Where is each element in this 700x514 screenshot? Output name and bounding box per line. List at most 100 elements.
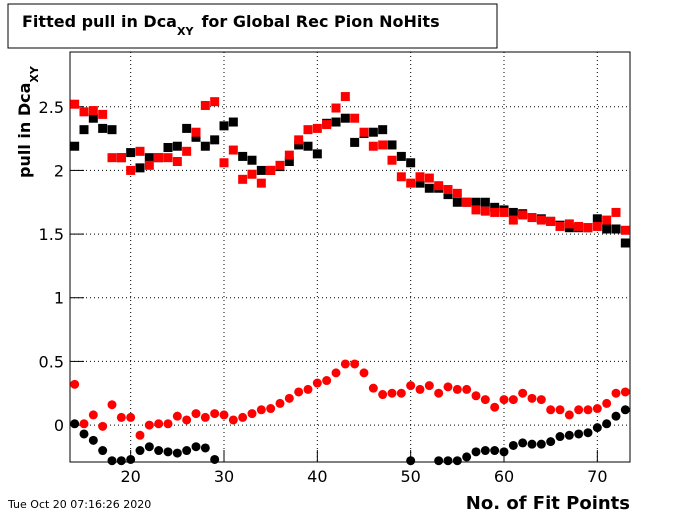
data-point [238, 151, 248, 161]
data-point [331, 103, 341, 113]
data-point [350, 359, 360, 369]
data-point [592, 404, 602, 414]
data-point [527, 213, 537, 223]
data-point [611, 224, 621, 234]
data-point [191, 409, 201, 419]
y-tick-label: 0 [54, 416, 64, 435]
data-point [210, 97, 220, 107]
data-point [79, 107, 89, 117]
data-point [79, 125, 89, 135]
data-point [471, 447, 481, 457]
y-tick-label: 1.5 [39, 225, 64, 244]
data-point [284, 393, 294, 403]
data-point [424, 183, 434, 193]
data-point [340, 113, 350, 123]
data-point [387, 155, 397, 165]
data-point [499, 207, 509, 217]
data-point [602, 224, 612, 234]
data-point [536, 395, 546, 405]
data-point [480, 446, 490, 456]
data-point [452, 456, 462, 466]
data-point [508, 215, 518, 225]
data-point [480, 197, 490, 207]
chart-title: Fitted pull in DcaXY for Global Rec Pion … [22, 12, 440, 38]
title-rest: for Global Rec Pion NoHits [201, 12, 439, 31]
data-point [583, 405, 593, 415]
data-point [462, 384, 472, 394]
data-point [555, 405, 565, 415]
data-point [378, 390, 388, 400]
data-point [219, 410, 229, 420]
data-point [116, 153, 126, 163]
data-point [406, 381, 416, 391]
data-point [396, 172, 406, 182]
data-point [275, 398, 285, 408]
data-point [88, 113, 98, 123]
data-point [210, 135, 220, 145]
data-point [415, 172, 425, 182]
data-point [98, 446, 108, 456]
data-point [490, 402, 500, 412]
x-axis-label: No. of Fit Points [466, 493, 630, 514]
y-tick-label: 2 [54, 161, 64, 180]
data-point [490, 446, 500, 456]
data-point [256, 165, 266, 175]
x-tick-label: 20 [120, 467, 140, 486]
data-point [144, 442, 154, 452]
data-point [620, 225, 630, 235]
data-point [126, 165, 136, 175]
data-point [154, 419, 164, 429]
data-point [602, 398, 612, 408]
data-point [70, 379, 80, 389]
data-point [592, 423, 602, 433]
data-point [294, 135, 304, 145]
data-point [200, 141, 210, 151]
data-point [406, 456, 416, 466]
data-point [182, 415, 192, 425]
data-point [518, 438, 528, 448]
data-point [303, 125, 313, 135]
data-point [126, 148, 136, 158]
data-point [154, 153, 164, 163]
data-point [620, 387, 630, 397]
data-point [126, 454, 136, 464]
data-point [518, 210, 528, 220]
data-point [415, 384, 425, 394]
data-point [546, 405, 556, 415]
data-point [564, 430, 574, 440]
data-point [79, 419, 89, 429]
data-point [508, 395, 518, 405]
data-point [508, 207, 518, 217]
data-point [499, 447, 509, 457]
data-point [247, 409, 257, 419]
data-point [135, 446, 145, 456]
data-point [312, 149, 322, 159]
data-point [228, 145, 238, 155]
y-tick-label: 0.5 [39, 352, 64, 371]
data-point [88, 410, 98, 420]
data-point [144, 160, 154, 170]
data-point [462, 452, 472, 462]
data-point [396, 151, 406, 161]
data-point [583, 223, 593, 233]
title-main: Fitted pull in Dca [22, 12, 177, 31]
data-point [415, 178, 425, 188]
data-point [387, 140, 397, 150]
data-point [620, 238, 630, 248]
data-point [424, 381, 434, 391]
data-point [340, 92, 350, 102]
x-tick-label: 70 [587, 467, 607, 486]
data-point [107, 456, 117, 466]
data-point [163, 447, 173, 457]
data-point [443, 185, 453, 195]
data-point [126, 412, 136, 422]
data-point [518, 388, 528, 398]
data-point [256, 405, 266, 415]
data-point [406, 178, 416, 188]
data-point [480, 206, 490, 216]
data-point [191, 442, 201, 452]
data-point [602, 215, 612, 225]
data-point [144, 153, 154, 163]
data-point [331, 368, 341, 378]
